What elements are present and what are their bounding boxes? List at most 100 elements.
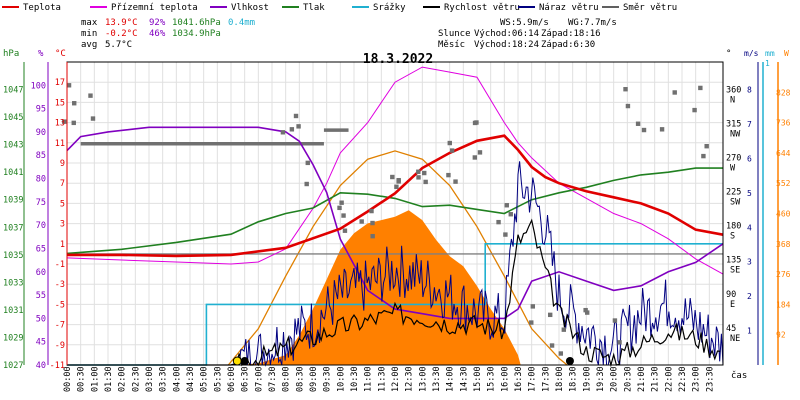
- wind-direction-point: [390, 174, 395, 180]
- legend: Teplota Přízemní teplota Vlhkost Tlak Srážky…: [2, 3, 677, 13]
- wind-direction-point: [659, 127, 665, 132]
- wind-direction-point: [692, 107, 697, 113]
- stats-max-rain: 0.4mm: [228, 18, 255, 28]
- solar-tick-label: 552: [776, 179, 791, 188]
- wind-direction-point: [474, 120, 479, 125]
- wind-direction-point: [90, 116, 96, 121]
- legend-label: Náraz větru: [539, 3, 599, 13]
- humidity-tick-label: 60: [36, 268, 46, 278]
- wind-direction-point: [625, 103, 631, 109]
- x-tick-label: 21:30: [651, 366, 661, 392]
- x-tick-label: 15:00: [473, 366, 483, 392]
- wind-direction-point: [337, 205, 342, 211]
- wind-direction-point: [342, 228, 348, 233]
- x-tick-label: 19:30: [596, 366, 606, 392]
- wind-direction-point: [280, 130, 286, 135]
- humidity-tick-label: 80: [36, 175, 46, 185]
- sunrise-icon: [232, 356, 242, 366]
- temperature-tick-label: 13: [55, 119, 65, 129]
- moon-label: Měsíc: [438, 40, 465, 50]
- wind-direction-point: [62, 119, 67, 124]
- legend-label: Srážky: [373, 3, 406, 13]
- wind-direction-markers: [62, 83, 709, 366]
- x-tick-label: 07:30: [268, 366, 278, 392]
- x-tick-label: 21:00: [637, 366, 647, 392]
- temperature-tick-label: 15: [55, 98, 65, 108]
- wind-direction-point: [423, 179, 428, 185]
- x-tick-label: 05:30: [213, 366, 223, 392]
- direction-tick-compass: SE: [730, 266, 740, 276]
- wind-direction-point: [561, 327, 567, 332]
- clear-sky-radiation-line: [227, 150, 568, 366]
- pressure-tick-label: 1031: [3, 306, 23, 316]
- humidity-tick-label: 75: [36, 198, 46, 208]
- wind-direction-point: [71, 120, 76, 126]
- direction-tick-label: 360: [726, 85, 741, 95]
- solar-tick-label: 736: [776, 119, 791, 128]
- stats-min-label: min: [81, 29, 97, 39]
- solar-tick-label: 644: [776, 149, 791, 158]
- x-tick-label: 06:30: [241, 366, 251, 392]
- wind-direction-point: [416, 169, 421, 174]
- x-tick-label: 09:00: [309, 366, 319, 392]
- solar-tick-label: 184: [776, 300, 791, 309]
- solar-radiation-fill: [236, 210, 521, 365]
- x-tick-label: 16:30: [514, 366, 524, 392]
- series-temperature: [67, 134, 724, 258]
- solar-tick-label: 276: [776, 270, 791, 279]
- stats-max-press: 1041.6hPa: [172, 18, 221, 28]
- direction-tick-compass: W: [730, 163, 736, 173]
- legend-label: Vlhkost: [231, 3, 269, 13]
- wind-direction-point: [396, 177, 401, 183]
- wind-direction-point: [453, 179, 458, 184]
- x-tick-label: 18:30: [569, 366, 579, 392]
- wind-direction-point: [672, 90, 677, 95]
- x-axis: 00:00 00:30 01:00 01:30 02:00 02:30 03:00 03:30…: [63, 366, 747, 392]
- wind-direction-point: [66, 83, 72, 88]
- wind-direction-point: [504, 203, 509, 208]
- temperature-tick-label: -1: [55, 260, 65, 270]
- temperature-axis-unit: °C: [55, 49, 66, 59]
- humidity-axis-unit: %: [38, 49, 44, 59]
- wind-direction-point: [289, 127, 295, 132]
- wind-direction-point: [496, 219, 501, 225]
- rain-axis-unit: mm: [765, 49, 775, 58]
- x-tick-label: 13:30: [432, 366, 442, 392]
- wind-direction-point: [698, 85, 703, 91]
- series-pressure: [66, 167, 723, 255]
- series-ground-temperature: [66, 66, 724, 275]
- x-tick-label: 16:00: [500, 366, 510, 392]
- rain-axis-top-label: 1: [765, 59, 770, 68]
- temperature-tick-label: -9: [55, 341, 65, 351]
- wind-direction-point: [341, 213, 346, 218]
- temperature-tick-label: -5: [55, 300, 65, 310]
- wind-direction-point: [296, 124, 301, 129]
- x-tick-label: 11:00: [364, 366, 374, 392]
- stats-max-label: max: [81, 18, 98, 28]
- solar-tick-label: 92: [776, 331, 786, 340]
- humidity-tick-label: 45: [36, 338, 46, 348]
- x-tick-label: 10:00: [336, 366, 346, 392]
- temperature-tick-label: 7: [60, 179, 65, 189]
- x-tick-label: 12:30: [405, 366, 415, 392]
- wind-direction-point: [558, 351, 564, 356]
- sun-label: Slunce: [438, 29, 471, 39]
- wind-direction-point: [72, 101, 77, 106]
- wind-direction-point: [585, 310, 590, 315]
- x-tick-label: 14:30: [459, 366, 469, 392]
- pressure-tick-label: 1041: [3, 168, 23, 178]
- wind-direction-point: [583, 307, 588, 313]
- x-tick-label: 13:00: [418, 366, 428, 392]
- x-axis-label: čas: [731, 370, 747, 381]
- wind-direction-point: [304, 181, 309, 187]
- wind-direction-point: [701, 153, 706, 159]
- stats-min-hum: 46%: [149, 29, 166, 39]
- temperature-tick-label: -3: [55, 280, 65, 290]
- wind-direction-point: [88, 93, 93, 98]
- direction-tick-label: 315: [726, 119, 741, 129]
- wind-tick-label: 8: [747, 86, 752, 95]
- x-tick-label: 06:00: [227, 366, 237, 392]
- x-tick-label: 11:30: [377, 366, 387, 392]
- wind-tick-label: 7: [747, 120, 752, 129]
- sun-rise: Východ:06:14: [474, 29, 539, 39]
